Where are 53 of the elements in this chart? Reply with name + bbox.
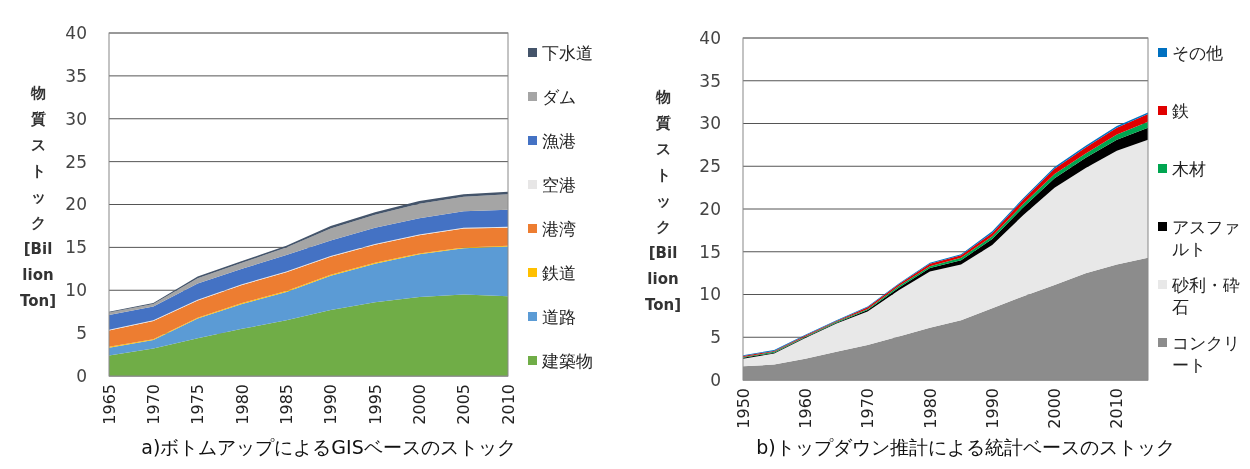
legend-label: 鉄道 (542, 262, 576, 283)
text: 物質ストック[Billion Ton] (19, 83, 57, 310)
legend-label: 漁港 (542, 130, 576, 151)
x-tick-label: 2000 (1045, 388, 1065, 429)
legend-label: 下水道 (542, 42, 593, 63)
x-tick-label: 2010 (498, 384, 518, 425)
x-tick-label: 1990 (321, 384, 341, 425)
x-tick-label: 1970 (858, 388, 878, 429)
x-tick-label: 2005 (454, 384, 474, 425)
y-tick-label: 25 (699, 156, 721, 177)
y-tick-label: 35 (699, 70, 721, 91)
y-tick-label: 10 (65, 280, 87, 301)
legend-label: 鉄 (1172, 100, 1189, 121)
legend-label: その他 (1172, 42, 1223, 63)
y-tick-label: 40 (65, 22, 87, 43)
legend-label: 建築物 (541, 350, 593, 371)
legend-label: 空港 (542, 174, 576, 195)
legend-label: 砂利・砕石 (1171, 274, 1240, 317)
y-tick-label: 0 (710, 369, 721, 390)
legend-label: 木材 (1172, 158, 1206, 179)
text: b)トップダウン推計による統計ベースのストック (756, 436, 1175, 458)
legend-label: アスファルト (1172, 216, 1240, 259)
y-tick-label: 15 (65, 237, 87, 258)
x-tick-label: 2000 (409, 384, 429, 425)
y-tick-label: 0 (76, 365, 87, 386)
legend-label: ダム (542, 86, 576, 107)
y-tick-label: 30 (65, 108, 87, 129)
x-tick-label: 1975 (188, 384, 208, 425)
x-tick-label: 1960 (795, 388, 815, 429)
x-tick-label: 1970 (143, 384, 163, 425)
legend-label: 港湾 (542, 218, 576, 239)
x-tick-label: 1950 (733, 388, 753, 429)
x-tick-label: 1985 (276, 384, 296, 425)
text: 物質ストック[Billion Ton] (644, 88, 682, 314)
y-tick-label: 35 (65, 65, 87, 86)
y-tick-label: 40 (699, 27, 721, 48)
y-tick-label: 5 (76, 323, 87, 344)
x-tick-label: 1980 (232, 384, 252, 425)
text: a)ボトムアップによるGISベースのストック (141, 436, 516, 458)
y-tick-label: 10 (699, 284, 721, 305)
y-tick-label: 5 (710, 327, 721, 348)
x-tick-label: 1995 (365, 384, 385, 425)
y-tick-label: 25 (65, 151, 87, 172)
y-tick-label: 20 (699, 198, 721, 219)
x-tick-label: 1980 (920, 388, 940, 429)
y-tick-label: 20 (65, 194, 87, 215)
y-tick-label: 30 (699, 113, 721, 134)
x-tick-label: 1965 (99, 384, 119, 425)
legend-label: 道路 (542, 306, 576, 327)
legend-label: コンクリート (1172, 332, 1240, 375)
x-tick-label: 2010 (1107, 388, 1127, 429)
y-tick-label: 15 (699, 241, 721, 262)
x-tick-label: 1990 (982, 388, 1002, 429)
